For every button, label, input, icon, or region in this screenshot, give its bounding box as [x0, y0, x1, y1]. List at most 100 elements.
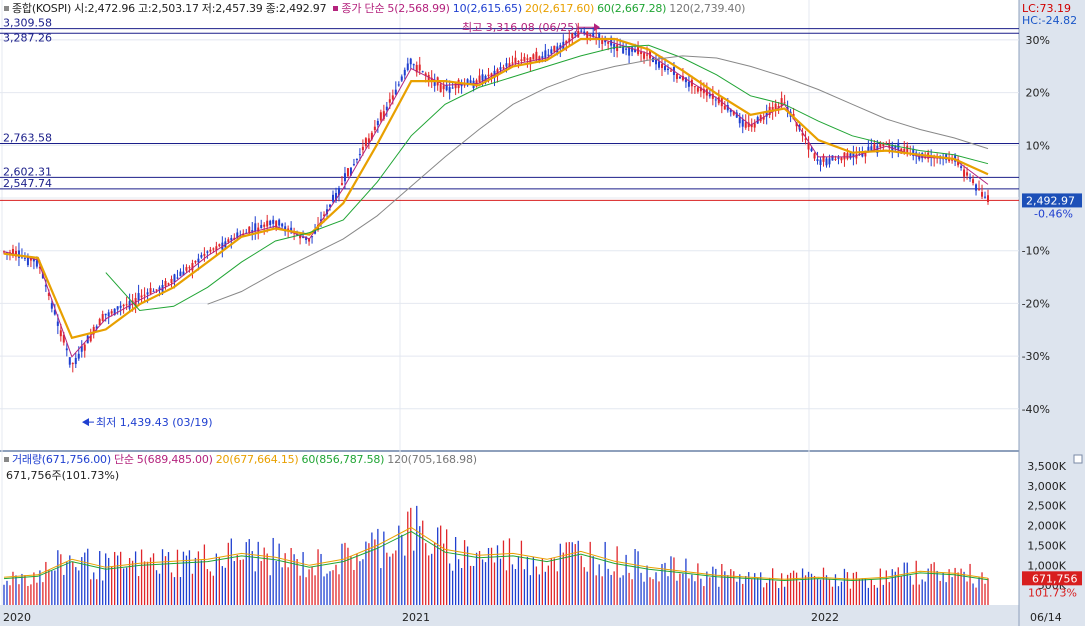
candle-body — [634, 49, 637, 53]
candle-body — [735, 112, 738, 118]
candle-body — [323, 214, 326, 216]
current-volume-text: 671,756 — [1032, 572, 1078, 585]
candle-body — [373, 126, 376, 131]
candle-body — [248, 226, 251, 234]
candle-body — [77, 353, 80, 359]
candle-body — [738, 117, 741, 124]
candle-body — [613, 43, 616, 50]
candle-body — [143, 294, 146, 296]
candle-body — [358, 154, 361, 156]
candle-body — [56, 321, 59, 326]
price-level-label: 3,309.58 — [3, 17, 52, 30]
candle-body — [571, 33, 574, 39]
candle-body — [669, 70, 672, 72]
candle-body — [257, 227, 260, 232]
candle-body — [765, 111, 768, 117]
volume-square-icon — [4, 457, 9, 462]
annotations: 최고 3,316.08 (06/25) 최저 1,439.43 (03/19) 2,… — [82, 21, 1083, 599]
candle-body — [433, 79, 436, 86]
candle-body — [502, 67, 505, 69]
current-price-tag — [1022, 193, 1082, 208]
candle-body — [687, 81, 690, 87]
candle-body — [251, 230, 254, 233]
symbol-name[interactable]: 종합(KOSPI) — [12, 2, 72, 15]
candle-body — [260, 224, 263, 229]
y-axis-label: 10% — [1026, 139, 1050, 152]
candle-body — [699, 87, 702, 92]
candle-body — [487, 74, 490, 77]
candle-body — [236, 232, 239, 239]
candle-body — [481, 74, 484, 81]
candle-body — [23, 257, 26, 259]
candle-body — [152, 290, 155, 292]
candle-body — [846, 153, 849, 159]
ma-line-60 — [105, 44, 989, 312]
ma-title[interactable]: 종가 단순 — [341, 2, 385, 15]
candle-body — [361, 146, 364, 151]
candle-body — [948, 157, 951, 162]
candle-body — [550, 49, 553, 54]
candle-body — [68, 357, 71, 365]
candle-body — [334, 193, 337, 201]
candle-body — [14, 250, 17, 257]
high-label: 최고 3,316.08 (06/25) — [462, 21, 579, 34]
candle-body — [173, 274, 176, 283]
x-axis-label: 2021 — [402, 611, 430, 624]
candle-body — [804, 138, 807, 140]
y-axis-label: -20% — [1022, 297, 1050, 310]
candle-body — [47, 293, 50, 296]
candle-body — [284, 226, 287, 232]
candle-body — [511, 62, 514, 64]
candle-body — [684, 77, 687, 83]
candle-body — [302, 236, 305, 238]
candle-body — [5, 252, 8, 254]
candle-body — [517, 61, 520, 63]
candle-body — [708, 94, 711, 97]
candle-body — [125, 304, 128, 306]
candle-body — [179, 271, 182, 277]
candle-body — [349, 167, 352, 176]
candle-body — [424, 73, 427, 76]
candle-body — [32, 258, 35, 262]
candle-body — [463, 84, 466, 86]
candle-body — [625, 48, 628, 50]
candle-body — [80, 346, 83, 352]
candle-body — [11, 248, 14, 256]
candle-body — [299, 235, 302, 239]
candle-body — [837, 157, 840, 159]
ma20-value: 20(2,617.60) — [524, 2, 595, 15]
candle-body — [864, 150, 867, 157]
candle-body — [314, 230, 317, 234]
volume-ma-title[interactable]: 단순 — [113, 453, 134, 466]
candle-body — [822, 155, 825, 162]
candle-body — [825, 158, 828, 166]
candle-body — [35, 260, 38, 267]
candle-body — [397, 84, 400, 86]
candle-body — [840, 157, 843, 161]
candle-body — [427, 74, 430, 82]
candle-body — [89, 335, 92, 342]
volume-axis-label: 2,000K — [1027, 520, 1066, 533]
pane-collapse-icon — [1073, 454, 1083, 464]
candle-body — [320, 219, 323, 222]
candle-body — [975, 184, 978, 191]
volume-label[interactable]: 거래량(671,756.00) — [12, 453, 111, 466]
candle-body — [810, 148, 813, 152]
ma120-value: 120(2,739.40) — [669, 2, 746, 15]
candle-body — [266, 220, 269, 227]
candle-body — [666, 68, 669, 71]
candle-body — [191, 263, 194, 271]
price-level-label: 2,547.74 — [3, 177, 52, 190]
hc-value: HC:-24.82 — [1022, 14, 1078, 27]
candle-body — [726, 105, 729, 111]
candle-body — [385, 106, 388, 111]
candle-body — [786, 107, 789, 110]
current-volume-tag — [1022, 571, 1082, 586]
ma-line-20 — [3, 37, 989, 340]
candle-body — [71, 363, 74, 365]
candle-body — [478, 75, 481, 83]
volume-axis-label: 1,500K — [1027, 539, 1066, 552]
ma60-value: 60(2,667.28) — [597, 2, 667, 15]
